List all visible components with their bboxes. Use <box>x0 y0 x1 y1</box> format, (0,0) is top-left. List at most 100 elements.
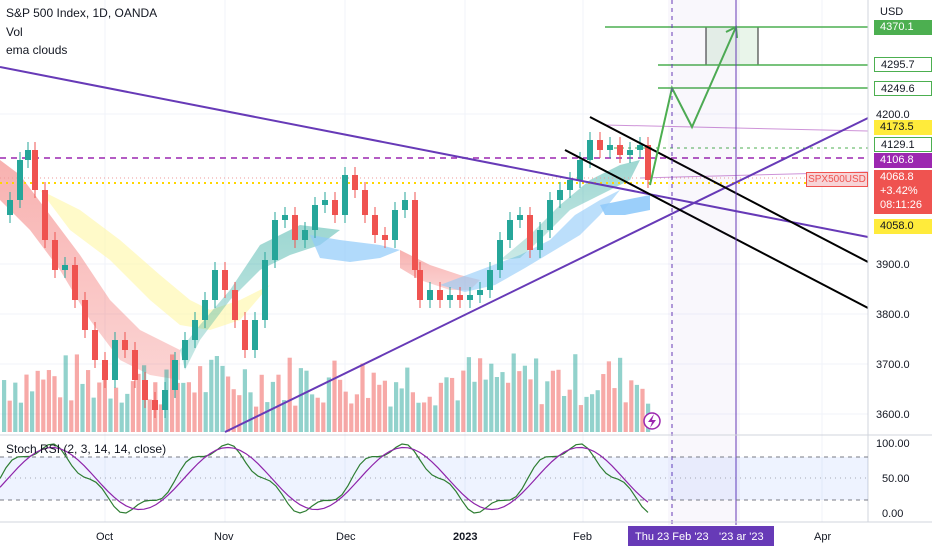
bar-countdown: 08:11:26 <box>880 199 923 211</box>
volume-bar <box>522 365 527 432</box>
candle-body <box>122 340 128 350</box>
candle-body <box>607 145 613 150</box>
candle-body <box>507 220 513 240</box>
vol-legend[interactable]: Vol <box>6 25 23 39</box>
candle-body <box>72 265 78 300</box>
volume-bar <box>550 370 555 432</box>
volume-bar <box>52 376 57 432</box>
candle-body <box>372 215 378 235</box>
candle-body <box>25 150 31 160</box>
candle-body <box>467 295 473 300</box>
volume-bar <box>74 354 79 432</box>
candle-body <box>362 190 368 215</box>
candle-body <box>162 390 168 410</box>
candle-body <box>597 140 603 150</box>
symbol-legend[interactable]: S&P 500 Index, 1D, OANDA <box>6 6 158 20</box>
candle-body <box>92 330 98 360</box>
current-price-badge: 4068.8 +3.42% 08:11:26 <box>874 170 932 214</box>
volume-bar <box>282 400 287 432</box>
volume-bar <box>472 381 477 432</box>
volume-bar <box>388 406 393 432</box>
candle-body <box>82 300 88 330</box>
volume-bar <box>147 399 152 432</box>
volume-bar <box>517 371 522 432</box>
candle-body <box>417 270 423 300</box>
volume-bar <box>595 390 600 432</box>
stoch-tick-50: 50.00 <box>882 473 910 485</box>
volume-bar <box>450 377 455 432</box>
volume-bar <box>214 356 219 432</box>
volume-bar <box>18 402 23 432</box>
volume-bar <box>259 374 264 432</box>
badge-4106: 4106.8 <box>874 153 932 168</box>
volume-bar <box>125 393 130 432</box>
time-label-feb: Feb <box>573 531 592 543</box>
volume-bar <box>58 397 63 432</box>
volume-bar <box>192 392 197 432</box>
volume-bar <box>136 373 141 432</box>
candle-body <box>627 150 633 155</box>
volume-bar <box>405 367 410 432</box>
stoch-tick-100: 100.00 <box>876 438 910 450</box>
candle-body <box>497 240 503 270</box>
volume-bar <box>108 398 113 432</box>
candle-body <box>557 190 563 200</box>
volume-bar <box>444 377 449 432</box>
volume-bar <box>394 382 399 432</box>
candle-body <box>152 400 158 410</box>
candle-body <box>172 360 178 390</box>
volume-bar <box>304 370 309 432</box>
candle-body <box>517 215 523 220</box>
volume-bar <box>634 384 639 432</box>
candle-body <box>62 265 68 270</box>
badge-4173: 4173.5 <box>874 120 932 135</box>
candle-body <box>322 200 328 205</box>
volume-bar <box>500 372 505 432</box>
candle-body <box>412 200 418 270</box>
volume-bar <box>612 388 617 432</box>
candle-body <box>427 290 433 300</box>
volume-bar <box>433 405 438 432</box>
volume-bar <box>545 381 550 432</box>
lightning-icon[interactable] <box>643 412 661 430</box>
candle-body <box>302 230 308 240</box>
candlesticks <box>7 132 651 418</box>
candle-body <box>262 260 268 320</box>
volume-bar <box>382 380 387 432</box>
volume-bar <box>175 382 180 432</box>
price-axis[interactable]: USD 4200.0 3900.0 3800.0 3700.0 3600.0 1… <box>876 6 910 520</box>
candle-body <box>645 145 651 180</box>
price-tick-3700: 3700.0 <box>876 359 910 371</box>
volume-bar <box>2 380 7 432</box>
badge-4295: 4295.7 <box>874 57 932 72</box>
volume-bars <box>2 353 651 432</box>
candle-body <box>312 205 318 230</box>
time-axis[interactable]: Oct Nov Dec 2023 Feb Apr <box>96 531 831 543</box>
time-highlight-right: '23 ar '23 <box>719 531 764 543</box>
volume-bar <box>483 379 488 432</box>
volume-bar <box>186 382 191 432</box>
volume-bar <box>567 389 572 432</box>
volume-bar <box>377 384 382 432</box>
candle-body <box>447 295 453 300</box>
time-highlight-left: Thu 23 Feb '23 <box>635 531 709 543</box>
candle-body <box>637 145 643 150</box>
stoch-rsi-pane <box>0 443 868 514</box>
badge-4370: 4370.1 <box>874 20 932 35</box>
stoch-legend[interactable]: Stoch RSI (2, 3, 14, 14, close) <box>6 442 167 456</box>
current-price: 4068.8 <box>880 171 914 183</box>
volume-bar <box>438 382 443 432</box>
volume-bar <box>7 400 12 432</box>
time-label-oct: Oct <box>96 531 113 543</box>
volume-bar <box>310 394 315 432</box>
ema-legend[interactable]: ema clouds <box>6 43 68 57</box>
volume-bar <box>590 394 595 432</box>
volume-bar <box>198 366 203 432</box>
volume-bar <box>623 402 628 432</box>
volume-bar <box>354 394 359 432</box>
volume-bar <box>276 374 281 432</box>
time-highlight[interactable]: Thu 23 Feb '23 '23 ar '23 <box>628 526 774 546</box>
candle-body <box>342 175 348 215</box>
